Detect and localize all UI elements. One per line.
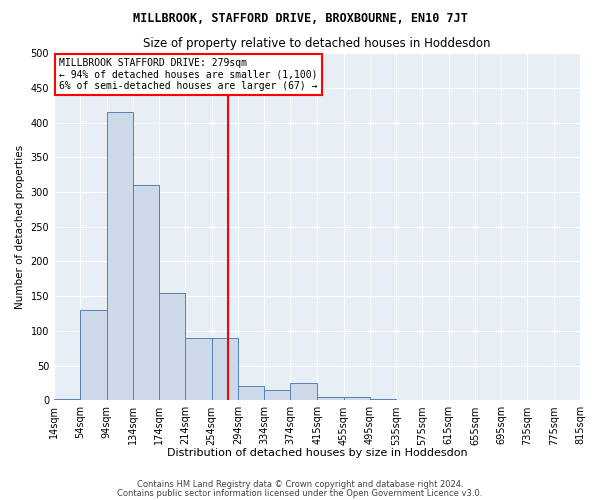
Bar [185,338,212,400]
Text: Contains HM Land Registry data © Crown copyright and database right 2024.: Contains HM Land Registry data © Crown c… [137,480,463,489]
Bar [370,399,396,400]
Bar [264,390,290,400]
Bar [107,112,133,401]
Bar [133,185,159,400]
Text: MILLBROOK, STAFFORD DRIVE, BROXBOURNE, EN10 7JT: MILLBROOK, STAFFORD DRIVE, BROXBOURNE, E… [133,12,467,26]
Bar [212,338,238,400]
X-axis label: Distribution of detached houses by size in Hoddesdon: Distribution of detached houses by size … [167,448,467,458]
Bar [54,399,80,400]
Bar [344,397,370,400]
Bar [159,292,185,401]
Text: MILLBROOK STAFFORD DRIVE: 279sqm
← 94% of detached houses are smaller (1,100)
6%: MILLBROOK STAFFORD DRIVE: 279sqm ← 94% o… [59,58,318,92]
Text: Contains public sector information licensed under the Open Government Licence v3: Contains public sector information licen… [118,488,482,498]
Bar [80,310,107,400]
Bar [290,383,317,400]
Bar [238,386,264,400]
Y-axis label: Number of detached properties: Number of detached properties [15,144,25,309]
Bar [317,397,344,400]
Title: Size of property relative to detached houses in Hoddesdon: Size of property relative to detached ho… [143,38,491,51]
